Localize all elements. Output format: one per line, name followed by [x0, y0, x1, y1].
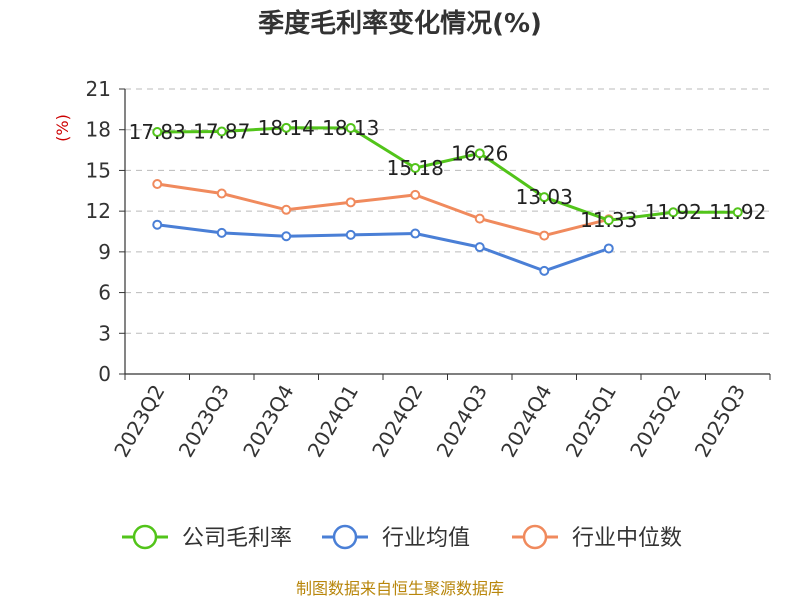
data-point[interactable]: [216, 188, 227, 199]
y-tick-label: 9: [98, 240, 111, 264]
data-label: 11.92: [709, 200, 766, 224]
y-tick-label: 6: [98, 281, 111, 305]
data-point[interactable]: [152, 179, 163, 189]
y-axis-label: (%): [53, 114, 72, 142]
data-point[interactable]: [152, 127, 163, 138]
x-tick-label: 2024Q3: [432, 381, 492, 462]
legend-label[interactable]: 公司毛利率: [182, 526, 292, 551]
x-tick-label: 2023Q4: [238, 381, 298, 462]
data-label: 11.33: [580, 208, 637, 232]
chart-title: 季度毛利率变化情况(%): [258, 8, 542, 39]
data-point[interactable]: [152, 219, 163, 230]
data-point[interactable]: [216, 227, 227, 238]
legend[interactable]: 公司毛利率 行业均值 行业中位数: [122, 524, 682, 551]
legend-label[interactable]: 行业均值: [382, 526, 470, 551]
grid: [125, 88, 770, 334]
data-point[interactable]: [603, 215, 614, 226]
data-point[interactable]: [281, 204, 292, 215]
legend-marker: [132, 524, 158, 550]
data-label: 11.92: [645, 200, 702, 224]
data-point[interactable]: [668, 207, 679, 218]
series-line: [157, 223, 610, 273]
data-point[interactable]: [345, 122, 356, 133]
data-point[interactable]: [281, 122, 292, 133]
y-tick-label: 21: [86, 77, 111, 101]
data-point[interactable]: [474, 213, 485, 224]
y-tick-label: 12: [86, 199, 111, 223]
data-labels: 17.83 17.87 18.14 18.13 15.18 16.26 13.03 11.33…: [129, 116, 767, 232]
data-label: 16.26: [451, 141, 508, 165]
y-tick-label: 15: [86, 158, 111, 182]
series-line: [157, 126, 738, 222]
data-point[interactable]: [539, 265, 550, 276]
y-tick-label: 18: [86, 118, 111, 142]
data-point[interactable]: [474, 148, 485, 159]
x-tick-label: 2025Q2: [625, 381, 685, 462]
legend-label[interactable]: 行业中位数: [572, 526, 682, 551]
data-point[interactable]: [216, 126, 227, 137]
data-label: 13.03: [516, 185, 573, 209]
x-tick-label: 2024Q1: [303, 381, 363, 462]
y-tick-label: 3: [98, 321, 111, 345]
x-tick-label: 2024Q2: [367, 381, 427, 462]
x-tick-label: 2024Q4: [496, 381, 556, 462]
data-point[interactable]: [410, 228, 421, 239]
x-tick-label: 2025Q3: [690, 381, 750, 462]
data-point[interactable]: [345, 229, 356, 240]
y-tick-label: 0: [98, 362, 111, 386]
legend-marker: [522, 524, 548, 550]
data-point[interactable]: [732, 207, 743, 218]
series-line: [157, 182, 610, 238]
data-point[interactable]: [474, 242, 485, 253]
data-label: 17.87: [193, 119, 250, 143]
data-point[interactable]: [281, 231, 292, 242]
data-point[interactable]: [539, 230, 550, 241]
data-label: 17.83: [129, 120, 186, 144]
data-label: 15.18: [387, 156, 444, 180]
data-point[interactable]: [345, 197, 356, 208]
x-tick-label: 2025Q1: [561, 381, 621, 462]
data-label: 18.13: [322, 116, 379, 140]
data-point[interactable]: [603, 243, 614, 254]
data-point[interactable]: [539, 192, 550, 203]
x-tick-label: 2023Q3: [174, 381, 234, 462]
legend-marker: [332, 524, 358, 550]
x-tick-label: 2023Q2: [109, 381, 169, 462]
data-point[interactable]: [410, 162, 421, 173]
source-note: 制图数据来自恒生聚源数据库: [296, 579, 504, 598]
series-group: [152, 122, 743, 276]
data-point[interactable]: [410, 189, 421, 200]
data-label: 18.14: [258, 116, 315, 140]
